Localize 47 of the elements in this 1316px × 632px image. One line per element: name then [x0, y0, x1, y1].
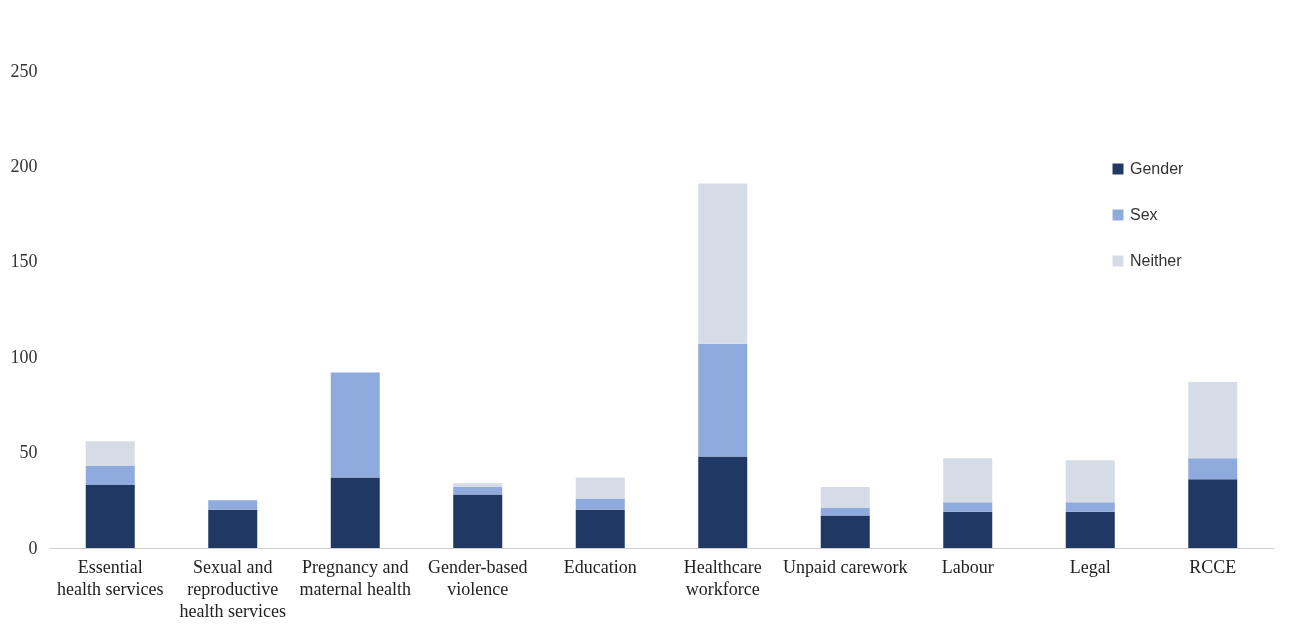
bar: [1188, 382, 1238, 459]
bar: [1065, 502, 1115, 512]
x-tick-label: Education: [563, 556, 637, 577]
bar: [698, 343, 748, 457]
bar: [943, 511, 993, 548]
bar: [820, 515, 870, 548]
bar: [698, 183, 748, 344]
legend-label: Gender: [1130, 160, 1185, 177]
x-tick-label: Essential health services: [57, 556, 164, 599]
legend-label: Sex: [1130, 206, 1158, 223]
x-tick-label: Unpaid carework: [783, 556, 908, 577]
bar: [330, 477, 380, 548]
bar: [820, 486, 870, 508]
bar: [943, 502, 993, 512]
bar: [1065, 460, 1115, 503]
x-tick-label: RCCE: [1189, 556, 1237, 577]
x-tick-label: Healthcare workforce: [683, 556, 762, 599]
y-tick-label: 0: [28, 537, 38, 558]
bar: [208, 509, 258, 548]
x-tick-label: Pregnancy and maternal health: [299, 556, 411, 599]
bar: [453, 494, 503, 548]
legend-label: Neither: [1130, 252, 1183, 269]
bar: [85, 465, 135, 486]
bar: [820, 507, 870, 516]
x-tick-label: Legal: [1069, 556, 1111, 577]
bar: [85, 441, 135, 466]
bar: [575, 509, 625, 548]
bar: [453, 483, 503, 487]
bar: [1188, 458, 1238, 480]
y-tick-label: 200: [10, 155, 38, 176]
bar: [943, 458, 993, 503]
bar: [453, 486, 503, 495]
y-tick-label: 150: [10, 251, 38, 272]
bar: [1065, 511, 1115, 548]
x-tick-label: Sexual and reproductive health services: [179, 556, 286, 621]
x-tick-label: Gender-based violence: [427, 556, 528, 599]
bar: [575, 498, 625, 510]
bar: [330, 372, 380, 478]
bar: [575, 477, 625, 499]
y-tick-label: 250: [10, 60, 38, 81]
bar: [85, 485, 135, 548]
bar: [1188, 479, 1238, 548]
x-tick-label: Labour: [941, 556, 994, 577]
bar: [698, 456, 748, 548]
bar: [208, 500, 258, 510]
y-tick-label: 50: [19, 442, 38, 463]
y-tick-label: 100: [10, 346, 38, 367]
